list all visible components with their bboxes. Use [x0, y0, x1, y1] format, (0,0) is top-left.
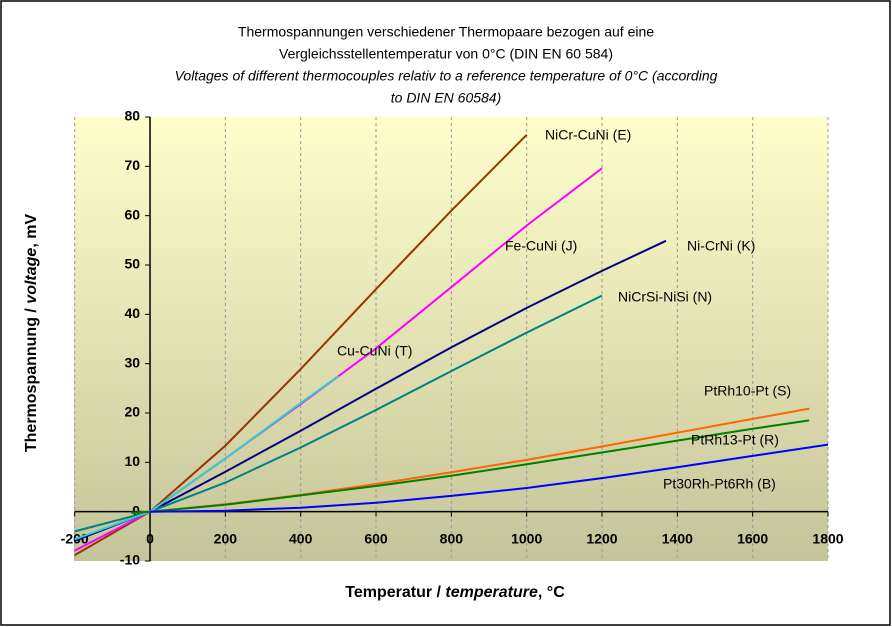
y-tick-label: -10 — [120, 552, 140, 568]
series-label: NiCrSi-NiSi (N) — [618, 289, 712, 305]
y-tick-label: 50 — [124, 256, 140, 272]
x-tick-label: 200 — [214, 530, 238, 546]
series-label: Pt30Rh-Pt6Rh (B) — [663, 476, 776, 492]
plot: -200020040060080010001200140016001800-10… — [61, 108, 844, 568]
label-part: Thermospannung / — [23, 304, 40, 452]
series-label: Ni-CrNi (K) — [687, 238, 755, 254]
x-tick-label: 1000 — [511, 530, 542, 546]
x-axis-label: Temperatur / temperature, °C — [345, 584, 565, 601]
x-tick-label: 1600 — [737, 530, 768, 546]
series-line — [74, 294, 603, 533]
label-part: , mV — [23, 214, 40, 248]
y-axis-label: Thermospannung / voltage, mV — [23, 214, 40, 453]
series-label: Fe-CuNi (J) — [505, 238, 577, 254]
y-tick-label: 20 — [124, 404, 140, 420]
y-tick-label: 70 — [124, 157, 140, 173]
y-tick-label: 10 — [124, 453, 140, 469]
label-part: temperature — [445, 584, 538, 601]
y-tick-label: 60 — [124, 206, 140, 222]
y-tick-label: 30 — [124, 354, 140, 370]
label-part: voltage — [23, 248, 40, 304]
series-label: PtRh10-Pt (S) — [704, 383, 791, 399]
series-line — [131, 419, 810, 514]
series-label: PtRh13-Pt (R) — [691, 432, 779, 448]
series-line — [74, 239, 667, 542]
title-line: Vergleichsstellentemperatur von 0°C (DIN… — [279, 46, 613, 62]
x-tick-label: 800 — [440, 530, 464, 546]
series-line — [149, 443, 829, 513]
x-tick-label: 1800 — [812, 530, 843, 546]
x-tick-label: 1200 — [586, 530, 617, 546]
y-tick-label: 0 — [132, 502, 140, 518]
x-tick-label: 600 — [364, 530, 388, 546]
series-label: Cu-CuNi (T) — [337, 343, 412, 359]
y-tick-label: 40 — [124, 305, 140, 321]
title-line: Thermospannungen verschiedener Thermopaa… — [238, 24, 654, 40]
label-part: , °C — [538, 584, 565, 601]
title-line: Voltages of different thermocouples rela… — [175, 68, 718, 84]
y-tick-label: 80 — [124, 108, 140, 124]
x-tick-label: 400 — [289, 530, 313, 546]
series-line — [74, 375, 339, 541]
series-label: NiCr-CuNi (E) — [545, 127, 631, 143]
x-tick-label: 1400 — [662, 530, 693, 546]
title-line: to DIN EN 60584) — [391, 90, 502, 106]
label-part: Temperatur / — [345, 584, 445, 601]
